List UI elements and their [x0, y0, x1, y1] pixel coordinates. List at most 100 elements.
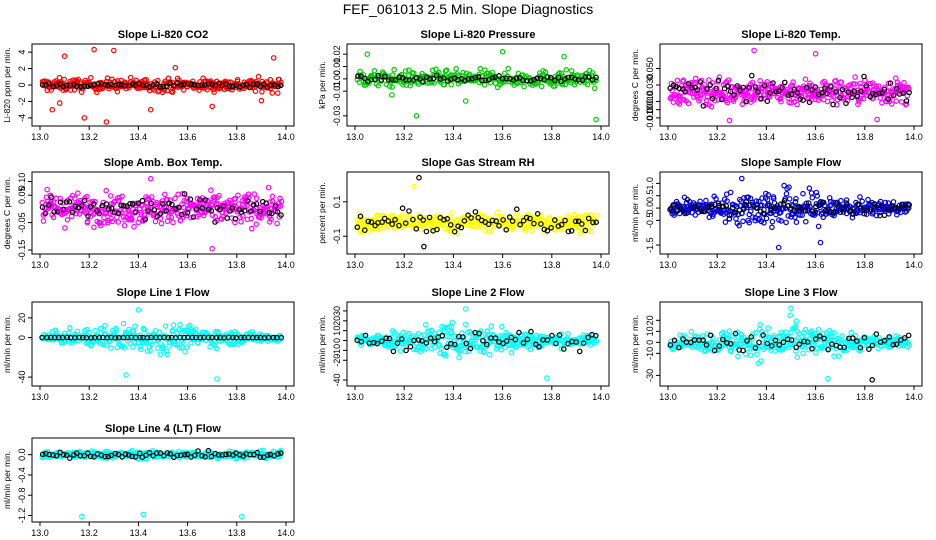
data-point — [274, 209, 281, 215]
data-point — [75, 190, 81, 197]
data-point — [775, 244, 782, 251]
data-point — [166, 200, 172, 207]
data-point — [132, 210, 138, 216]
data-point — [593, 77, 599, 84]
data-point — [269, 90, 276, 96]
x-tick-label: 13.2 — [80, 392, 98, 402]
data-point — [857, 80, 863, 87]
data-point — [699, 333, 706, 339]
data-point — [380, 213, 387, 219]
data-point — [531, 220, 537, 227]
data-point — [51, 209, 58, 215]
x-tick-label: 13.0 — [346, 132, 364, 142]
data-point — [95, 81, 101, 87]
page-title: FEF_061013 2.5 Min. Slope Diagnostics — [342, 1, 594, 17]
data-point — [248, 208, 254, 215]
data-point — [61, 76, 67, 83]
data-point — [109, 218, 116, 225]
y-tick-label: 20 — [17, 313, 27, 323]
data-point — [906, 86, 912, 93]
x-tick-label: 13.0 — [346, 260, 364, 270]
data-point — [255, 73, 262, 80]
data-point — [854, 93, 861, 100]
data-point — [761, 82, 768, 89]
data-point — [278, 79, 284, 86]
data-point — [170, 219, 176, 226]
data-point — [385, 77, 392, 83]
data-point — [179, 191, 186, 197]
data-point — [747, 352, 754, 359]
data-point — [707, 82, 714, 88]
x-tick-label: 13.4 — [130, 132, 148, 142]
y-tick-label: 10 — [645, 326, 655, 336]
data-point — [121, 222, 128, 229]
y-tick-label: 0.10 — [17, 173, 27, 191]
data-point — [241, 207, 248, 214]
data-point — [102, 81, 109, 88]
data-point — [499, 48, 506, 55]
y-tick-label: 0.050 — [645, 57, 655, 80]
data-point — [869, 376, 876, 383]
data-point — [542, 69, 549, 75]
y-axis-label: ml/min per min. — [317, 315, 327, 373]
data-point — [521, 83, 527, 90]
data-point — [127, 200, 133, 207]
data-point — [422, 321, 429, 328]
x-tick-label: 13.8 — [856, 132, 874, 142]
data-point — [593, 219, 600, 226]
data-point — [84, 218, 91, 225]
data-point — [272, 203, 279, 209]
data-point — [79, 513, 85, 520]
data-point — [48, 194, 55, 200]
x-tick-label: 13.4 — [130, 528, 148, 538]
data-point — [50, 83, 57, 90]
x-tick-label: 14.0 — [905, 132, 923, 142]
data-point — [232, 195, 239, 202]
y-tick-label: -0.010 — [645, 105, 655, 131]
data-point — [817, 239, 824, 246]
data-point — [54, 208, 61, 215]
y-tick-label: 0.01 — [332, 58, 342, 76]
x-tick-label: 13.4 — [445, 392, 463, 402]
chart-title: Slope Line 1 Flow — [117, 287, 210, 299]
data-point — [389, 92, 395, 98]
data-point — [169, 201, 175, 208]
data-point — [381, 215, 388, 222]
data-point — [494, 209, 501, 216]
data-point — [269, 193, 276, 200]
data-point — [139, 197, 146, 204]
data-point — [131, 223, 137, 230]
data-point — [885, 96, 892, 103]
data-point — [420, 217, 427, 223]
data-point — [212, 219, 218, 225]
x-tick-label: 13.6 — [179, 132, 197, 142]
data-point — [115, 197, 122, 204]
data-point — [91, 46, 97, 53]
data-point — [275, 83, 281, 90]
x-tick-label: 13.6 — [179, 392, 197, 402]
data-point — [371, 68, 378, 74]
data-point — [493, 218, 500, 224]
data-point — [163, 204, 170, 211]
data-point — [259, 89, 265, 95]
plot-frame — [346, 171, 610, 255]
x-tick-label: 14.0 — [592, 132, 610, 142]
data-point — [462, 321, 469, 328]
data-point — [154, 199, 161, 206]
data-point — [516, 75, 523, 81]
data-point — [103, 187, 110, 194]
data-point — [238, 513, 245, 520]
data-point — [253, 195, 260, 202]
data-point — [66, 199, 73, 205]
data-point — [514, 80, 520, 87]
data-point — [267, 85, 274, 92]
data-point — [589, 77, 596, 83]
data-point — [268, 82, 274, 89]
data-point — [81, 115, 88, 121]
data-point — [828, 84, 834, 90]
data-point — [270, 55, 277, 61]
y-tick-label: -1.5 — [645, 237, 655, 253]
data-point — [585, 215, 592, 222]
data-point — [477, 65, 484, 72]
data-point — [448, 329, 455, 335]
